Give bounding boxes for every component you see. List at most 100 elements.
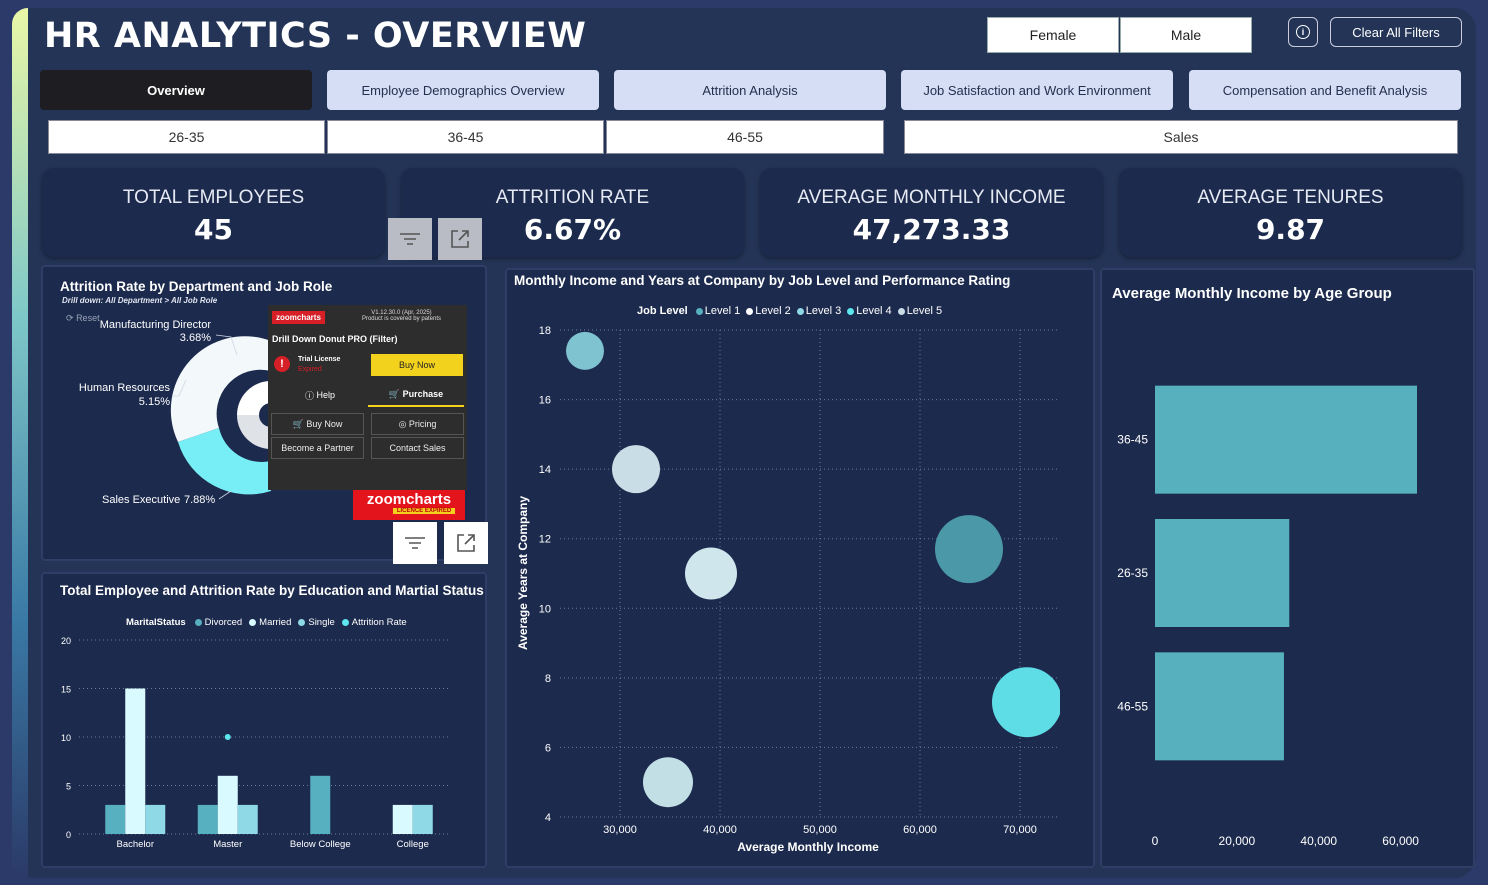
legend-level5: Level 5: [906, 305, 943, 317]
value-human-resources: 5.15%: [139, 396, 170, 408]
filter-department-sales[interactable]: Sales: [904, 120, 1458, 154]
tab-attrition-analysis[interactable]: Attrition Analysis: [614, 70, 886, 110]
legend-level4: Level 4: [856, 305, 892, 317]
y-tick-label: 36-45: [1117, 433, 1148, 447]
bar-married: [392, 804, 413, 834]
y-tick-label: 14: [539, 464, 551, 476]
scatter-point: [643, 757, 693, 808]
y-tick-label: 6: [545, 742, 551, 754]
x-tick-label: College: [397, 839, 429, 850]
x-axis-label: Average Monthly Income: [737, 840, 879, 854]
legend-title: Job Level: [637, 305, 688, 317]
tab-employee-demographics[interactable]: Employee Demographics Overview: [327, 70, 599, 110]
age-income-bar-chart: 36-45 26-35 46-55 0 20,000 40,000 60,000: [1117, 385, 1419, 848]
filter-female-button[interactable]: Female: [987, 17, 1119, 53]
inner-ring-b[interactable]: [237, 415, 271, 449]
clear-filters-button[interactable]: Clear All Filters: [1330, 17, 1462, 47]
filter-age-26-35[interactable]: 26-35: [48, 120, 325, 154]
inner-ring-a[interactable]: [237, 381, 271, 415]
x-tick-label: 20,000: [1219, 834, 1256, 848]
legend-divorced: Divorced: [204, 617, 243, 628]
tab-overview[interactable]: Overview: [40, 70, 312, 110]
popup-buy-now-label: Buy Now: [306, 419, 343, 429]
focus-mode-icon: [457, 534, 475, 552]
y-tick-label: 26-35: [1117, 566, 1148, 580]
bar-single: [237, 804, 258, 834]
kpi-label: AVERAGE MONTHLY INCOME: [797, 187, 1066, 208]
pricing-icon: ◎: [398, 418, 409, 429]
page-title: HR ANALYTICS - OVERVIEW: [44, 16, 587, 56]
cart-icon: 🛒: [292, 418, 307, 429]
filter-male-button[interactable]: Male: [1120, 17, 1252, 53]
education-title: Total Employee and Attrition Rate by Edu…: [60, 583, 484, 598]
kpi-label: ATTRITION RATE: [495, 187, 650, 208]
tab-job-satisfaction[interactable]: Job Satisfaction and Work Environment: [901, 70, 1173, 110]
bar-divorced: [310, 775, 331, 834]
x-tick-label: 50,000: [803, 824, 837, 836]
y-tick-label: 18: [539, 325, 551, 337]
leader-line-sales: [218, 490, 232, 500]
popup-product-name: Drill Down Donut PRO (Filter): [272, 334, 398, 344]
kpi-value: 6.67%: [523, 213, 622, 246]
legend-level2: Level 2: [755, 305, 791, 317]
purchase-tab[interactable]: 🛒 Purchase: [368, 383, 464, 407]
tab-compensation[interactable]: Compensation and Benefit Analysis: [1189, 70, 1461, 110]
reset-icon: ⟳: [66, 313, 74, 323]
legend-swatch-married: [249, 619, 257, 626]
focus-mode-icon: [451, 230, 469, 248]
scatter-title: Monthly Income and Years at Company by J…: [514, 273, 1011, 288]
x-tick-label: 60,000: [903, 824, 937, 836]
pricing-label: Pricing: [408, 419, 437, 429]
filter-age-36-45[interactable]: 36-45: [327, 120, 604, 154]
kpi-value: 9.87: [1255, 213, 1326, 246]
focus-mode-button[interactable]: [438, 218, 482, 260]
donut-filter-button[interactable]: [393, 522, 437, 564]
y-tick-label: 12: [539, 534, 551, 546]
y-tick-label: 20: [61, 636, 71, 646]
filter-age-46-55[interactable]: 46-55: [606, 120, 884, 154]
legend-swatch-divorced: [194, 619, 202, 626]
help-tab[interactable]: ⓘ Help: [272, 383, 368, 407]
donut-slice-human-resources[interactable]: [170, 336, 271, 442]
x-tick-label: 30,000: [603, 824, 637, 836]
label-manufacturing: Manufacturing Director: [100, 319, 212, 331]
scatter-legend: Job Level Level 1 Level 2 Level 3 Level …: [637, 305, 942, 317]
become-partner-button[interactable]: Become a Partner: [271, 437, 364, 459]
x-tick-label: Bachelor: [117, 839, 155, 850]
leader-line-hr: [172, 379, 187, 397]
x-tick-label: 60,000: [1382, 834, 1419, 848]
badge-logo: zoomcharts: [366, 491, 452, 508]
filter-visual-button[interactable]: [388, 218, 432, 260]
popup-buy-now-button[interactable]: 🛒 Buy Now: [271, 413, 364, 435]
bar-26-35: [1155, 519, 1290, 627]
education-bar-chart: 0 5 10 15 20 Bachelor Master Below College Colle…: [61, 636, 449, 850]
age-income-title: Average Monthly Income by Age Group: [1112, 285, 1392, 302]
info-button[interactable]: i: [1288, 17, 1318, 47]
warning-icon: !: [274, 356, 290, 372]
scatter-point: [566, 331, 604, 370]
popup-brand-logo: zoomcharts: [272, 311, 325, 324]
education-legend: MaritalStatus Divorced Married Single At…: [126, 617, 407, 628]
bar-divorced: [105, 804, 126, 834]
x-tick-label: Master: [213, 839, 242, 850]
bar-divorced: [197, 804, 218, 834]
reset-button[interactable]: ⟳ Reset: [66, 313, 100, 324]
popup-license: Trial License: [298, 356, 341, 363]
buy-now-button[interactable]: Buy Now: [371, 354, 463, 376]
popup-version: V1.12.30.0 (Apr, 2025): [371, 310, 432, 316]
legend-swatch-level4: [847, 307, 855, 315]
bar-single: [412, 804, 433, 834]
kpi-value: 47,273.33: [852, 213, 1011, 246]
info-icon: i: [1296, 25, 1310, 39]
popup-patent: Product is covered by patents: [361, 316, 441, 322]
value-sales-executive: 7.88%: [184, 494, 215, 506]
attrition-rate-marker: [224, 734, 231, 740]
value-manufacturing: 3.68%: [180, 332, 211, 344]
scatter-point: [612, 445, 660, 494]
donut-focus-button[interactable]: [444, 522, 488, 564]
y-tick-label: 0: [66, 830, 71, 840]
donut-slice-sales[interactable]: [178, 428, 271, 495]
contact-sales-button[interactable]: Contact Sales: [371, 437, 464, 459]
pricing-button[interactable]: ◎ Pricing: [371, 413, 464, 435]
license-popup: zoomcharts V1.12.30.0 (Apr, 2025) Produc…: [268, 305, 467, 490]
